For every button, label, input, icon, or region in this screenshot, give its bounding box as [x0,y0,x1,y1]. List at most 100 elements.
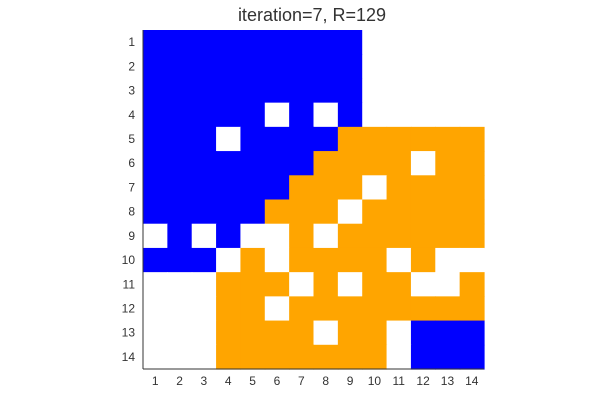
x-tick-label: 9 [347,374,354,388]
heatmap-cell-r13-c13 [435,320,461,346]
heatmap-cell-r3-c6 [264,78,290,104]
heatmap-cell-r14-c2 [167,344,193,370]
heatmap-cell-r12-c13 [435,296,461,322]
heatmap-cell-r1-c4 [216,30,242,55]
heatmap-cell-r6-c13 [435,151,461,176]
heatmap-cell-r14-c12 [410,344,436,370]
heatmap-cell-r13-c10 [362,320,388,346]
x-tick-label: 14 [465,374,479,388]
heatmap-cell-r1-c7 [289,30,315,55]
heatmap-cell-r10-c14 [459,247,485,273]
y-tick-label: 7 [128,180,135,194]
heatmap-cell-r9-c14 [459,223,485,249]
heatmap-cell-r3-c11 [386,78,412,104]
heatmap-cell-r8-c3 [191,199,217,225]
heatmap-cell-r11-c6 [264,272,290,297]
heatmap-cell-r11-c9 [337,272,363,297]
heatmap-cell-r6-c6 [264,151,290,176]
heatmap-cell-r5-c14 [459,126,485,152]
heatmap-cell-r12-c9 [337,296,363,322]
heatmap-cell-r3-c2 [167,78,193,104]
heatmap-cell-r14-c13 [435,344,461,370]
heatmap-cell-r3-c5 [240,78,266,104]
heatmap-cell-r11-c4 [216,272,242,297]
heatmap-cell-r2-c9 [337,54,363,80]
heatmap-cell-r4-c14 [459,102,485,128]
heatmap-cell-r12-c6 [264,296,290,322]
heatmap-cell-r5-c1 [143,126,168,152]
heatmap-cell-r8-c12 [410,199,436,225]
heatmap-cell-r3-c13 [435,78,461,104]
heatmap-cell-r14-c14 [459,344,485,370]
heatmap-cell-r5-c7 [289,126,315,152]
heatmap-cell-r10-c1 [143,247,168,273]
heatmap-cell-r8-c11 [386,199,412,225]
heatmap-cell-r14-c6 [264,344,290,370]
heatmap-cell-r11-c14 [459,272,485,297]
x-tick-label: 1 [152,374,159,388]
heatmap-cell-r8-c9 [337,199,363,225]
heatmap-cell-r7-c3 [191,175,217,201]
heatmap-cell-r13-c2 [167,320,193,346]
heatmap-cell-r2-c1 [143,54,168,80]
heatmap-cell-r13-c8 [313,320,339,346]
heatmap-cell-r1-c11 [386,30,412,55]
heatmap-cell-r9-c11 [386,223,412,249]
heatmap-cell-r4-c8 [313,102,339,128]
heatmap-cell-r12-c12 [410,296,436,322]
x-tick-label: 11 [393,374,406,388]
y-tick-label: 1 [128,35,135,49]
heatmap-cell-r6-c3 [191,151,217,176]
heatmap-cell-r13-c1 [143,320,168,346]
heatmap-cell-r1-c8 [313,30,339,55]
heatmap-cell-r3-c4 [216,78,242,104]
heatmap-cell-r6-c4 [216,151,242,176]
heatmap-cell-r7-c7 [289,175,315,201]
heatmap-cells [143,30,485,370]
heatmap-cell-r13-c4 [216,320,242,346]
y-tick-label: 12 [122,301,136,315]
heatmap-cell-r10-c9 [337,247,363,273]
heatmap-cell-r5-c11 [386,126,412,152]
heatmap-cell-r4-c3 [191,102,217,128]
heatmap-cell-r1-c10 [362,30,388,55]
heatmap-cell-r6-c5 [240,151,266,176]
heatmap-cell-r13-c7 [289,320,315,346]
heatmap-cell-r12-c3 [191,296,217,322]
heatmap-cell-r9-c10 [362,223,388,249]
heatmap-cell-r11-c12 [410,272,436,297]
heatmap-cell-r9-c9 [337,223,363,249]
heatmap-cell-r14-c3 [191,344,217,370]
heatmap-cell-r13-c3 [191,320,217,346]
heatmap-cell-r9-c12 [410,223,436,249]
heatmap-cell-r8-c5 [240,199,266,225]
heatmap-cell-r1-c3 [191,30,217,55]
heatmap-cell-r1-c2 [167,30,193,55]
heatmap-cell-r14-c4 [216,344,242,370]
heatmap-cell-r9-c4 [216,223,242,249]
heatmap-cell-r1-c1 [143,30,168,55]
heatmap-cell-r9-c5 [240,223,266,249]
heatmap-cell-r10-c4 [216,247,242,273]
heatmap-cell-r6-c11 [386,151,412,176]
heatmap-cell-r6-c7 [289,151,315,176]
heatmap-cell-r8-c2 [167,199,193,225]
y-tick-label: 8 [128,205,135,219]
heatmap-cell-r7-c2 [167,175,193,201]
y-tick-label: 10 [122,253,136,267]
heatmap-cell-r14-c1 [143,344,168,370]
heatmap-cell-r8-c4 [216,199,242,225]
heatmap-cell-r2-c4 [216,54,242,80]
heatmap-cell-r4-c7 [289,102,315,128]
heatmap-cell-r10-c2 [167,247,193,273]
heatmap-cell-r2-c14 [459,54,485,80]
heatmap-cell-r10-c8 [313,247,339,273]
heatmap-cell-r4-c6 [264,102,290,128]
heatmap-cell-r4-c1 [143,102,168,128]
chart-title: iteration=7, R=129 [238,5,386,25]
heatmap-cell-r1-c12 [410,30,436,55]
heatmap-cell-r9-c3 [191,223,217,249]
heatmap-cell-r10-c12 [410,247,436,273]
